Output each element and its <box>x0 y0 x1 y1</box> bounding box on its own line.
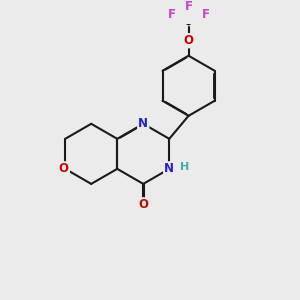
Text: H: H <box>180 162 189 172</box>
Text: N: N <box>164 162 174 176</box>
Text: F: F <box>168 8 176 21</box>
Text: O: O <box>138 198 148 212</box>
Text: F: F <box>184 0 193 13</box>
Text: O: O <box>184 34 194 47</box>
Text: O: O <box>59 162 69 176</box>
Text: N: N <box>138 117 148 130</box>
Text: F: F <box>202 8 209 21</box>
